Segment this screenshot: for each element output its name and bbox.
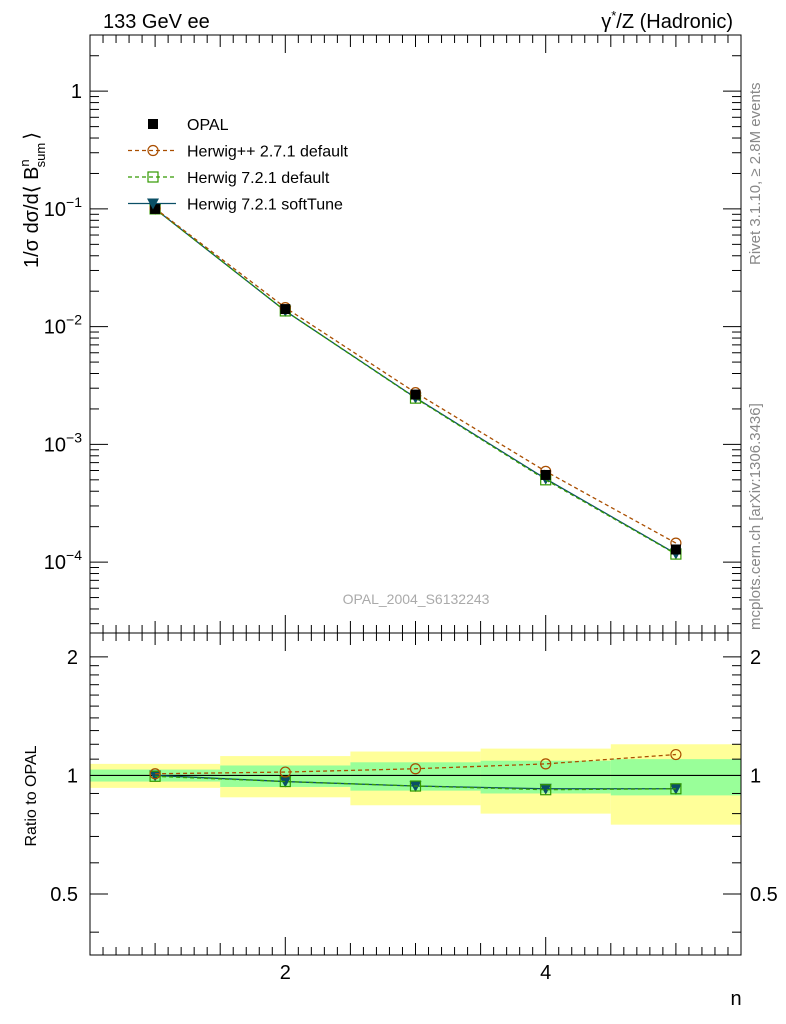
ratio-plot-panel: 0.5 0.5 1 1 2 2 2 4 [50, 632, 778, 984]
ratio-point [149, 770, 161, 782]
data-point [150, 203, 161, 214]
series-herwig-7-2-1-default [149, 203, 682, 560]
main-y-tick-label: 10−2 [44, 312, 82, 339]
ratio-y-tick-label-left: 0.5 [50, 884, 78, 906]
data-point [670, 544, 681, 555]
ratio-y-tick-label-right: 1 [750, 765, 761, 787]
ratio-line [155, 753, 676, 775]
main-y-tick-label: 10−3 [44, 429, 82, 456]
ratio-line [155, 775, 676, 791]
series-herwig-7-2-1-softtune [149, 203, 682, 560]
series-opal [150, 203, 681, 555]
legend: OPAL Herwig++ 2.7.1 default Herwig 7.2.1 d… [128, 117, 349, 214]
ratio-series-herwig-2-7-1-default [149, 748, 682, 780]
series-line [154, 208, 677, 555]
ratio-point [149, 768, 161, 780]
ratio-point [540, 758, 552, 770]
main-y-tick-label: 10−4 [44, 547, 82, 574]
series-line [154, 207, 677, 544]
mcplots-label: mcplots.cern.ch [arXiv:1306.3436] [747, 403, 764, 630]
ratio-y-tick-label-right: 2 [750, 647, 761, 669]
legend-marker [148, 119, 158, 129]
main-plot-panel: 1 10−1 10−2 10−3 10−4 OPAL_2004_S6132243 [44, 34, 742, 634]
header-left: 133 GeV ee [103, 11, 210, 33]
x-tick-label: 4 [540, 962, 551, 984]
legend-marker [147, 198, 159, 210]
ratio-point [540, 784, 552, 796]
series-line [154, 208, 677, 555]
ratio-point [539, 783, 552, 795]
ratio-point [670, 748, 682, 761]
legend-label: Herwig 7.2.1 default [187, 170, 330, 187]
ratio-y-axis-title: Ratio to OPAL [23, 745, 40, 846]
legend-marker [147, 171, 159, 183]
legend-marker [147, 144, 159, 157]
data-point [540, 469, 551, 480]
data-point [410, 389, 421, 400]
ratio-point [670, 783, 682, 795]
main-y-axis-title: 1/σ dσ/d⟨ Bnsum⟩ [17, 132, 48, 268]
ratio-y-tick-label-left: 1 [67, 765, 78, 787]
main-y-tick-label: 10−1 [44, 194, 82, 221]
ratio-point [409, 780, 422, 792]
analysis-label: OPAL_2004_S6132243 [343, 591, 490, 607]
ratio-y-tick-label-right: 0.5 [750, 884, 778, 906]
x-tick-label: 2 [280, 962, 291, 984]
ratio-point [279, 766, 291, 778]
main-y-tick-label: 1 [71, 81, 82, 103]
ratio-point [279, 776, 292, 788]
ratio-y-tick-label-left: 2 [67, 647, 78, 669]
legend-label: Herwig 7.2.1 softTune [187, 197, 343, 214]
rivet-version-label: Rivet 3.1.10, ≥ 2.8M events [747, 83, 764, 266]
ratio-point [409, 763, 422, 775]
series-herwig-2-7-1-default [149, 202, 682, 549]
x-axis-title: n [730, 988, 741, 1010]
legend-label: OPAL [187, 117, 229, 134]
header-right: γ*/Z (Hadronic) [601, 8, 733, 33]
data-point [280, 304, 291, 315]
legend-label: Herwig++ 2.7.1 default [187, 144, 349, 161]
